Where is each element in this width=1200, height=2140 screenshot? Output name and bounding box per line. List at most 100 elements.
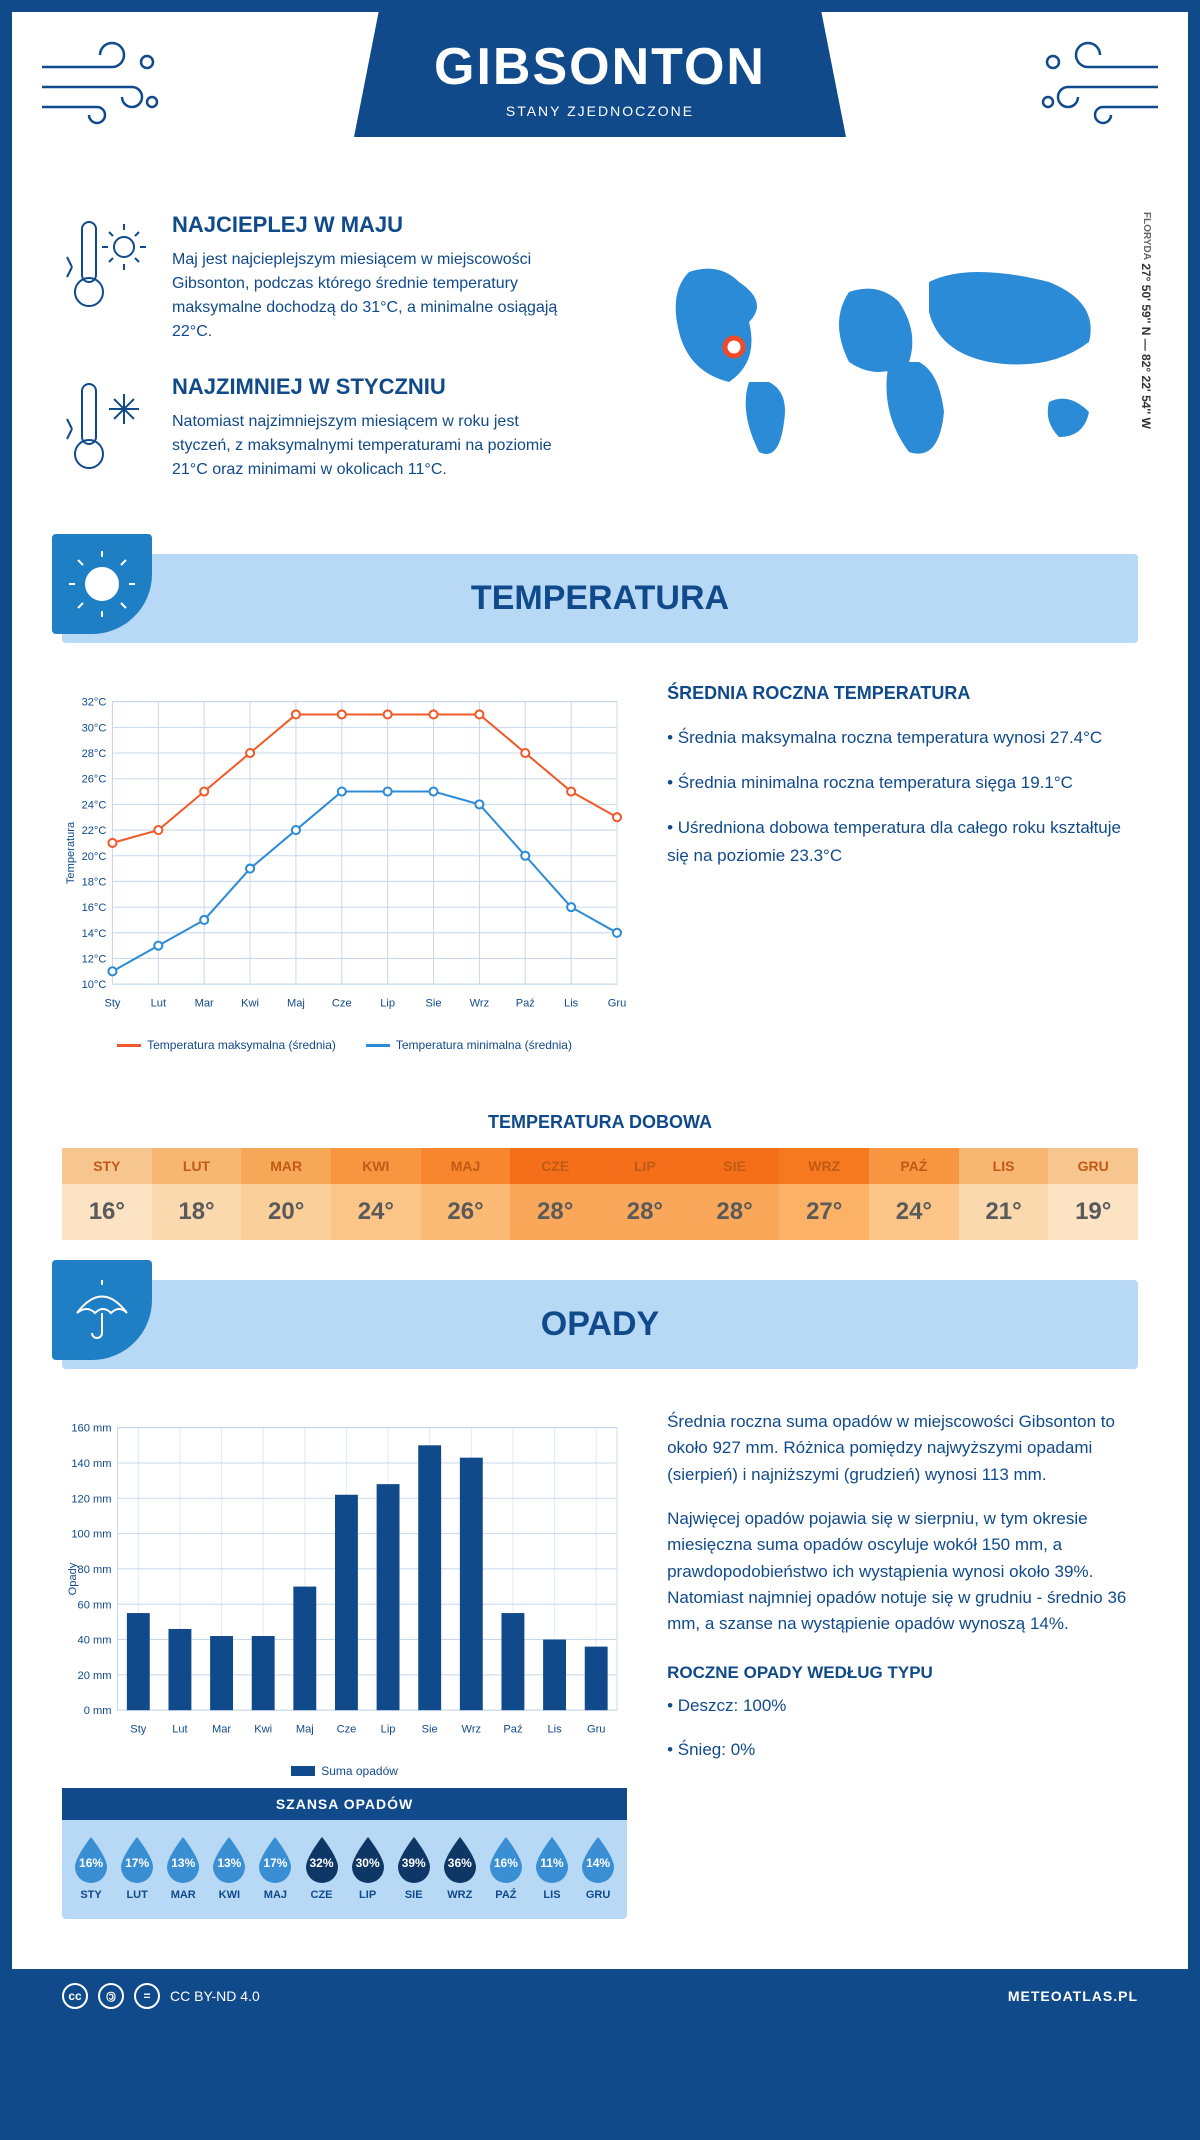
svg-text:120 mm: 120 mm [71, 1493, 111, 1505]
chance-title: SZANSA OPADÓW [62, 1788, 627, 1820]
svg-text:Sie: Sie [422, 1723, 438, 1735]
thermometer-sun-icon [62, 212, 152, 322]
svg-text:0 mm: 0 mm [84, 1705, 112, 1717]
daily-cell: KWI24° [331, 1148, 421, 1240]
daily-cell: CZE28° [510, 1148, 600, 1240]
svg-text:80 mm: 80 mm [78, 1564, 112, 1576]
svg-text:Cze: Cze [337, 1723, 357, 1735]
precip-type-heading: ROCZNE OPADY WEDŁUG TYPU [667, 1663, 1138, 1683]
precip-chart-box: 0 mm20 mm40 mm60 mm80 mm100 mm120 mm140 … [62, 1409, 627, 1919]
daily-cell: LUT18° [152, 1148, 242, 1240]
warmest-body: Maj jest najcieplejszym miesiącem w miej… [172, 248, 580, 344]
svg-text:Mar: Mar [195, 997, 214, 1009]
coordinates: FLORYDA 27° 50' 59'' N — 82° 22' 54'' W [1139, 212, 1153, 429]
svg-text:Gru: Gru [587, 1723, 606, 1735]
svg-text:Lip: Lip [381, 1723, 396, 1735]
daily-cell: STY16° [62, 1148, 152, 1240]
svg-text:160 mm: 160 mm [71, 1423, 111, 1435]
chance-panel: SZANSA OPADÓW 16%STY17%LUT13%MAR13%KWI17… [62, 1788, 627, 1919]
sun-icon [52, 534, 152, 634]
daily-cell: SIE28° [690, 1148, 780, 1240]
legend-min: Temperatura minimalna (średnia) [366, 1038, 572, 1052]
map-panel: FLORYDA 27° 50' 59'' N — 82° 22' 54'' W [620, 212, 1138, 514]
svg-text:28°C: 28°C [82, 748, 107, 760]
temperature-line-chart: 10°C12°C14°C16°C18°C20°C22°C24°C26°C28°C… [62, 683, 627, 1023]
svg-text:Gru: Gru [608, 997, 627, 1009]
svg-text:Mar: Mar [212, 1723, 231, 1735]
location-title: GIBSONTON [434, 37, 766, 97]
temperature-content: 10°C12°C14°C16°C18°C20°C22°C24°C26°C28°C… [12, 643, 1188, 1092]
daily-cell: WRZ27° [779, 1148, 869, 1240]
license-block: cc 🄯 = CC BY-ND 4.0 [62, 1983, 260, 2009]
daily-cell: LIS21° [959, 1148, 1049, 1240]
svg-text:40 mm: 40 mm [78, 1635, 112, 1647]
svg-text:Opady: Opady [67, 1562, 79, 1595]
infographic-page: GIBSONTON STANY ZJEDNOCZONE NAJCIEPLEJ W… [0, 0, 1200, 2035]
temp-stat-item: • Uśredniona dobowa temperatura dla całe… [667, 814, 1138, 868]
svg-text:Kwi: Kwi [241, 997, 259, 1009]
svg-text:Sie: Sie [426, 997, 442, 1009]
svg-text:20°C: 20°C [82, 851, 107, 863]
chance-item: 13%MAR [162, 1835, 204, 1901]
coldest-fact: NAJZIMNIEJ W STYCZNIU Natomiast najzimni… [62, 374, 580, 484]
daily-cell: PAŹ24° [869, 1148, 959, 1240]
svg-text:Cze: Cze [332, 997, 352, 1009]
svg-text:Lis: Lis [547, 1723, 562, 1735]
umbrella-icon [52, 1260, 152, 1360]
svg-text:16°C: 16°C [82, 902, 107, 914]
svg-text:Lis: Lis [564, 997, 579, 1009]
header: GIBSONTON STANY ZJEDNOCZONE [12, 12, 1188, 192]
precip-type-item: • Deszcz: 100% [667, 1693, 1138, 1719]
svg-text:Sty: Sty [130, 1723, 146, 1735]
precip-p2: Najwięcej opadów pojawia się w sierpniu,… [667, 1506, 1138, 1638]
precip-legend: Suma opadów [62, 1764, 627, 1778]
section-title: TEMPERATURA [471, 579, 729, 617]
svg-text:Maj: Maj [296, 1723, 314, 1735]
svg-text:Lut: Lut [151, 997, 166, 1009]
region-label: FLORYDA [1141, 212, 1152, 260]
intro-section: NAJCIEPLEJ W MAJU Maj jest najcieplejszy… [12, 192, 1188, 554]
chance-item: 14%GRU [577, 1835, 619, 1901]
chance-item: 39%SIE [393, 1835, 435, 1901]
svg-text:Wrz: Wrz [470, 997, 490, 1009]
warmest-text: NAJCIEPLEJ W MAJU Maj jest najcieplejszy… [172, 212, 580, 344]
temp-legend: Temperatura maksymalna (średnia) Tempera… [62, 1038, 627, 1052]
svg-text:Wrz: Wrz [462, 1723, 482, 1735]
cc-icon: cc [62, 1983, 88, 2009]
thermometer-snow-icon [62, 374, 152, 484]
coldest-text: NAJZIMNIEJ W STYCZNIU Natomiast najzimni… [172, 374, 580, 484]
temperature-section-header: TEMPERATURA [62, 554, 1138, 643]
wind-icon [1028, 32, 1168, 132]
svg-text:Lut: Lut [172, 1723, 187, 1735]
temp-stats-heading: ŚREDNIA ROCZNA TEMPERATURA [667, 683, 1138, 704]
precip-p1: Średnia roczna suma opadów w miejscowośc… [667, 1409, 1138, 1488]
svg-text:Kwi: Kwi [254, 1723, 272, 1735]
svg-text:32°C: 32°C [82, 697, 107, 709]
svg-text:24°C: 24°C [82, 799, 107, 811]
svg-text:Paź: Paź [503, 1723, 522, 1735]
svg-text:Temperatura: Temperatura [65, 821, 77, 884]
chance-item: 16%PAŹ [485, 1835, 527, 1901]
precip-stats: Średnia roczna suma opadów w miejscowośc… [667, 1409, 1138, 1919]
precip-type-item: • Śnieg: 0% [667, 1737, 1138, 1763]
daily-temp-table: STY16°LUT18°MAR20°KWI24°MAJ26°CZE28°LIP2… [62, 1148, 1138, 1240]
svg-text:60 mm: 60 mm [78, 1599, 112, 1611]
site-name: METEOATLAS.PL [1008, 1988, 1138, 2004]
by-icon: 🄯 [98, 1983, 124, 2009]
daily-cell: LIP28° [600, 1148, 690, 1240]
daily-cell: GRU19° [1048, 1148, 1138, 1240]
coldest-heading: NAJZIMNIEJ W STYCZNIU [172, 374, 580, 400]
wind-icon [32, 32, 172, 132]
svg-text:22°C: 22°C [82, 825, 107, 837]
legend-max: Temperatura maksymalna (średnia) [117, 1038, 336, 1052]
nd-icon: = [134, 1983, 160, 2009]
chance-item: 30%LIP [347, 1835, 389, 1901]
coldest-body: Natomiast najzimniejszym miesiącem w rok… [172, 410, 580, 482]
section-title: OPADY [541, 1305, 659, 1343]
daily-cell: MAR20° [241, 1148, 331, 1240]
daily-temp-title: TEMPERATURA DOBOWA [12, 1112, 1188, 1133]
svg-text:Lip: Lip [380, 997, 395, 1009]
chance-item: 17%LUT [116, 1835, 158, 1901]
svg-text:140 mm: 140 mm [71, 1458, 111, 1470]
chance-item: 11%LIS [531, 1835, 573, 1901]
